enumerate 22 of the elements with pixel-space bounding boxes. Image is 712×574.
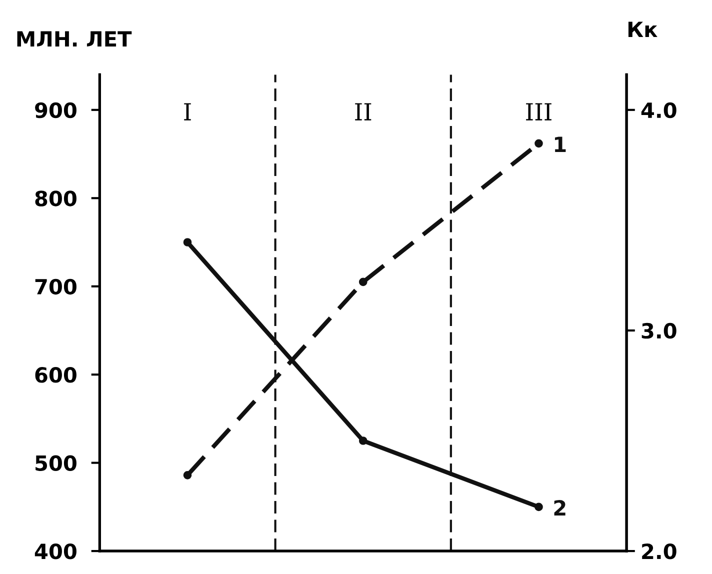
y-tick-label: 800 <box>35 190 76 206</box>
point <box>358 278 368 286</box>
point <box>183 471 192 480</box>
y2-tick-label: 4.0 <box>641 102 676 118</box>
y-tick-label: 700 <box>35 278 76 295</box>
y-tick-label: 400 <box>34 543 76 560</box>
y-tick-label: 500 <box>36 455 76 472</box>
series-label: 2 <box>554 500 566 516</box>
x-tick-label: II <box>355 103 372 120</box>
point <box>358 436 368 445</box>
x-tick-label: III <box>526 103 552 120</box>
y2-tick-label: 3.0 <box>642 322 676 339</box>
y2-axis-title: Кк <box>628 22 658 37</box>
y-axis-title: МЛН. ЛЕТ <box>17 31 132 46</box>
point <box>534 139 543 148</box>
y2-tick-label: 2.0 <box>642 543 676 560</box>
point <box>534 502 543 512</box>
series-label: 1 <box>554 136 566 152</box>
point <box>183 238 192 246</box>
y-tick-label: 600 <box>35 367 76 383</box>
y-tick-label: 900 <box>35 102 76 118</box>
x-tick-label: I <box>184 103 191 120</box>
